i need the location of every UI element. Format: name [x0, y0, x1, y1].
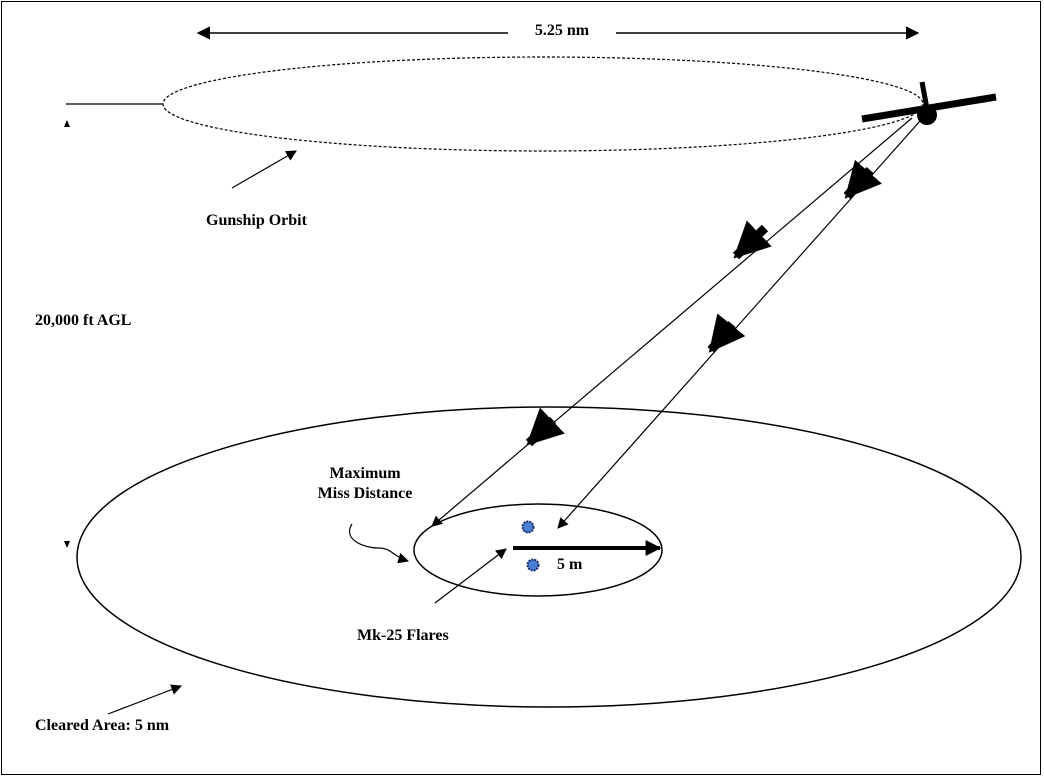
trajectory-direction-arrow-1: [732, 220, 772, 260]
gunship-orbit-pointer: [231, 150, 297, 189]
max-miss-distance-ellipse: [413, 503, 663, 597]
flare-trajectory-left: [431, 117, 913, 527]
trajectory-direction-arrow-2: [843, 159, 882, 199]
cleared-area-ellipse: [76, 406, 1022, 708]
max-miss-label-line1: Maximum: [329, 465, 401, 482]
flares-pointer: [434, 548, 507, 604]
orbit-width-label: 5.25 nm: [508, 23, 616, 39]
altitude-up-tick: [64, 120, 70, 127]
max-miss-pointer: [349, 523, 410, 564]
gunship-orbit-label: Gunship Orbit: [206, 212, 307, 229]
flare-icon: [521, 520, 535, 534]
altitude-down-tick: [64, 541, 70, 548]
cleared-area-pointer: [107, 684, 183, 715]
cleared-area-label: Cleared Area: 5 nm: [35, 717, 170, 734]
trajectory-direction-arrow-4: [525, 407, 565, 447]
altitude-label: 20,000 ft AGL: [35, 312, 132, 329]
flare-icon: [526, 558, 540, 572]
gunship-aircraft-icon: [861, 81, 997, 125]
flares-label: Mk-25 Flares: [357, 627, 449, 644]
trajectory-direction-arrow-3: [707, 313, 746, 353]
inner-radius-label: 5 m: [557, 556, 583, 573]
max-miss-label-line2: Miss Distance: [317, 485, 413, 502]
flare-trajectory-right: [557, 120, 921, 529]
gunship-orbit-ellipse: [162, 56, 924, 152]
